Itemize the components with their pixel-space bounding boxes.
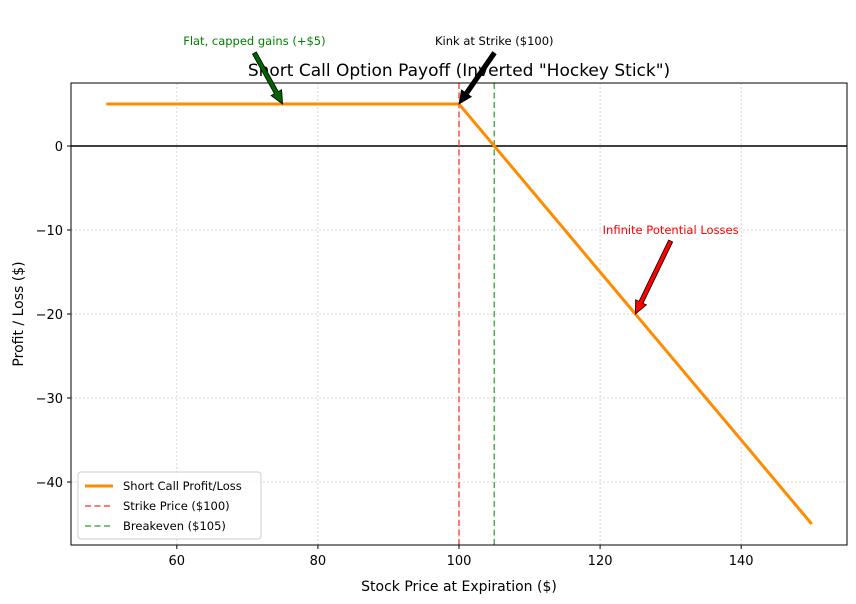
x-axis-label: Stock Price at Expiration ($) (361, 579, 557, 595)
annotation-arrow (251, 51, 284, 105)
x-axis: 60 80 100 120 140 (169, 545, 754, 569)
legend: Short Call Profit/Loss Strike Price ($100… (77, 471, 262, 540)
x-tick-label: 120 (588, 554, 613, 569)
x-tick-label: 140 (729, 554, 754, 569)
legend-label: Strike Price ($100) (123, 499, 230, 513)
y-axis-label: Profit / Loss ($) (11, 261, 27, 366)
annotation-label: Kink at Strike ($100) (435, 34, 554, 48)
y-tick-label: −20 (36, 308, 63, 323)
y-tick-label: 0 (55, 140, 63, 155)
annotation-label: Infinite Potential Losses (603, 223, 739, 237)
y-tick-label: −30 (36, 392, 63, 407)
chart-title: Short Call Option Payoff (Inverted "Hock… (248, 61, 670, 81)
y-tick-label: −10 (36, 224, 63, 239)
legend-label: Short Call Profit/Loss (123, 479, 242, 493)
x-tick-label: 100 (447, 554, 472, 569)
annotation-arrow (458, 51, 497, 105)
legend-label: Breakeven ($105) (123, 519, 226, 533)
legend-box (77, 471, 262, 540)
x-tick-label: 60 (169, 554, 186, 569)
y-tick-label: −40 (36, 476, 63, 491)
annotation-label: Flat, capped gains (+$5) (183, 34, 325, 48)
x-tick-label: 80 (310, 554, 327, 569)
annotations: Flat, capped gains (+$5) Kink at Strike (… (183, 34, 739, 315)
reference-lines (71, 83, 847, 545)
annotation-arrow (634, 239, 674, 315)
y-axis: 0 −10 −20 −30 −40 (36, 140, 71, 491)
